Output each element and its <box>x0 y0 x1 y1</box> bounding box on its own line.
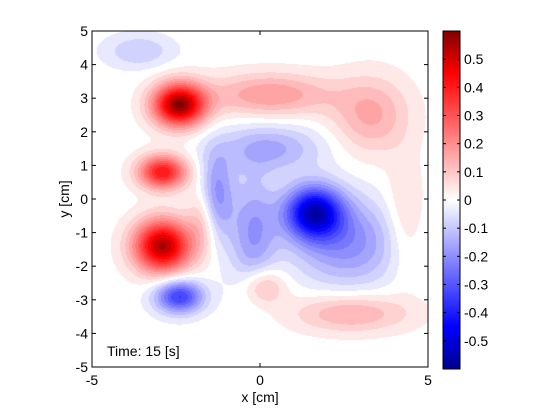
x-axis: -5 0 5 <box>86 31 432 388</box>
colorbar-gradient <box>443 31 460 369</box>
y-tick-label: -3 <box>76 292 89 308</box>
y-tick-label: -1 <box>76 225 89 241</box>
y-tick-label: 1 <box>80 157 88 173</box>
colorbar-tick-label: 0.5 <box>464 51 484 67</box>
colorbar-tick-label: 0.2 <box>464 136 484 152</box>
plot-area: -5 0 5 -5 -4 -3 -2 -1 0 1 2 3 4 5 Time: 15 [s] x [cm… <box>56 23 432 405</box>
x-axis-label: x [cm] <box>241 389 278 405</box>
colorbar-tick-label: -0.4 <box>464 305 488 321</box>
heatmap-canvas <box>92 31 428 367</box>
colorbar-tick-label: 0.1 <box>464 164 484 180</box>
y-tick-label: -2 <box>76 258 89 274</box>
colorbar-tick-label: 0 <box>464 192 472 208</box>
colorbar-tick-label: -0.2 <box>464 248 488 264</box>
y-tick-label: 3 <box>80 90 88 106</box>
colorbar-tick-label: 0.3 <box>464 108 484 124</box>
colorbar-ticks: -0.5 -0.4 -0.3 -0.2 -0.1 0 0.1 0.2 0.3 0.4 0.5 <box>443 51 488 349</box>
colorbar-tick-label: 0.4 <box>464 79 484 95</box>
time-annotation: Time: 15 [s] <box>107 343 180 359</box>
y-tick-label: -4 <box>76 325 89 341</box>
y-tick-label: 2 <box>80 124 88 140</box>
y-tick-label: 4 <box>80 57 88 73</box>
y-tick-label: 0 <box>80 191 88 207</box>
x-tick-label: -5 <box>86 372 99 388</box>
colorbar-tick-label: -0.3 <box>464 277 488 293</box>
y-axis: -5 -4 -3 -2 -1 0 1 2 3 4 5 <box>76 23 428 375</box>
y-axis-label: y [cm] <box>56 180 72 217</box>
colorbar: -0.5 -0.4 -0.3 -0.2 -0.1 0 0.1 0.2 0.3 0.4 0.5 <box>442 30 488 370</box>
y-tick-label: -5 <box>76 359 89 375</box>
x-tick-label: 0 <box>256 372 264 388</box>
y-tick-label: 5 <box>80 23 88 39</box>
colorbar-tick-label: -0.1 <box>464 220 488 236</box>
x-tick-label: 5 <box>424 372 432 388</box>
heatmap-container <box>92 31 428 367</box>
colorbar-tick-label: -0.5 <box>464 333 488 349</box>
